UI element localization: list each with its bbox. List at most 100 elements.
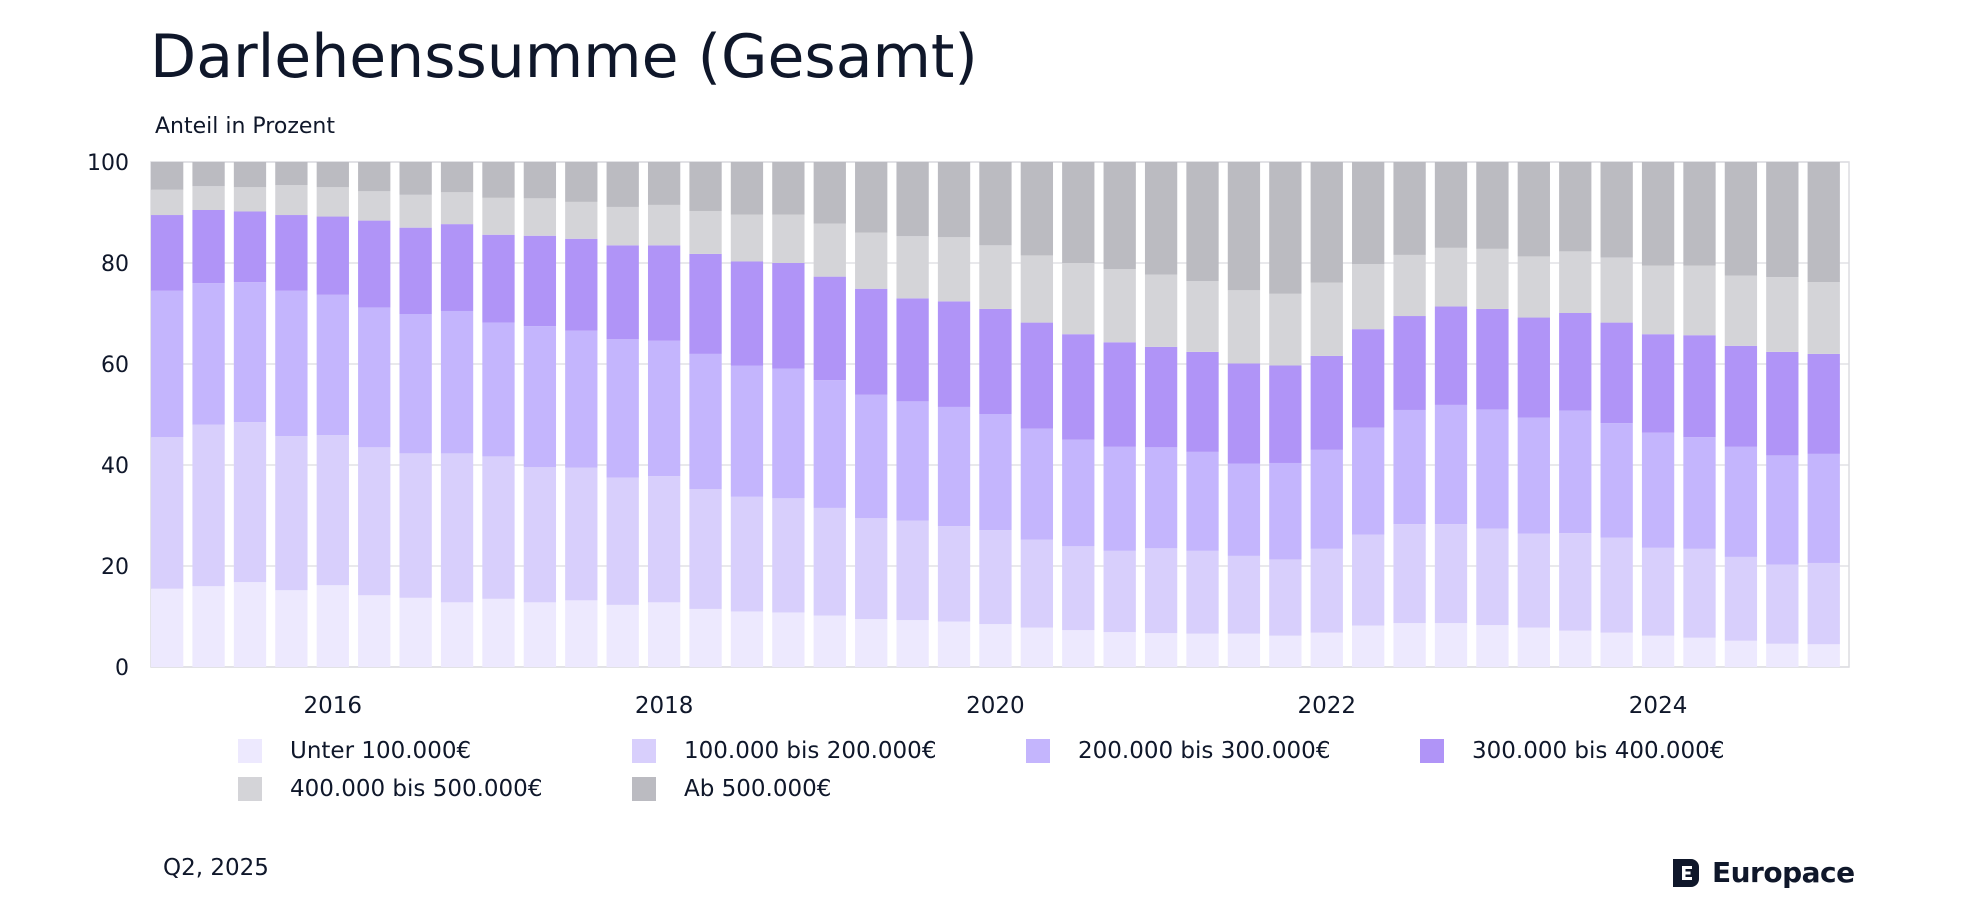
bar-segment-5 xyxy=(1434,247,1468,307)
legend-swatch xyxy=(238,739,262,763)
bar-segment-6 xyxy=(772,162,805,215)
bar-segment-4 xyxy=(1144,346,1178,448)
bar-segment-3 xyxy=(399,314,432,454)
bar-segment-1 xyxy=(813,615,846,667)
bar-segment-2 xyxy=(1724,556,1758,641)
bar-segment-1 xyxy=(937,621,971,667)
bar-segment-5 xyxy=(813,223,846,277)
bar-segment-3 xyxy=(606,339,639,478)
bar-segment-3 xyxy=(647,340,681,477)
bar-segment-1 xyxy=(855,619,888,667)
bar-segment-3 xyxy=(1641,432,1675,548)
x-tick-label: 2018 xyxy=(635,693,694,719)
bar-segment-6 xyxy=(399,162,432,195)
bar-segment-2 xyxy=(979,530,1012,625)
bar-segment-2 xyxy=(1186,550,1219,634)
bar-segment-5 xyxy=(1269,293,1302,366)
x-tick-label: 2022 xyxy=(1297,693,1356,719)
bar-segment-2 xyxy=(1807,562,1840,645)
bar-segment-3 xyxy=(1434,404,1468,525)
bar-segment-2 xyxy=(482,456,515,599)
bar-segment-5 xyxy=(1103,269,1136,343)
bar-segment-5 xyxy=(1683,265,1716,336)
bar-segment-5 xyxy=(1020,255,1054,323)
bar-segment-2 xyxy=(1683,548,1716,638)
bar-segment-2 xyxy=(1227,555,1261,634)
bar-segment-6 xyxy=(1559,162,1592,252)
bar-segment-1 xyxy=(316,585,349,667)
bar-segment-3 xyxy=(937,406,971,527)
bar-segment-2 xyxy=(1434,524,1468,624)
bar-segment-2 xyxy=(1269,559,1302,636)
bar-segment-5 xyxy=(1476,248,1509,309)
bar-segment-2 xyxy=(233,422,267,583)
bar-segment-3 xyxy=(896,401,929,521)
y-tick-labels: 0 20 40 60 80 100 xyxy=(87,151,129,681)
bar-segment-1 xyxy=(440,602,474,667)
bar-segment-6 xyxy=(1103,162,1136,270)
bar-segment-2 xyxy=(399,453,432,598)
bar-segment-5 xyxy=(1600,257,1633,323)
bar-segment-2 xyxy=(1144,548,1178,634)
bar-segment-2 xyxy=(855,518,888,620)
y-tick-label: 100 xyxy=(87,151,129,176)
bar-segment-1 xyxy=(896,620,929,667)
x-tick-label: 2016 xyxy=(304,693,363,719)
bar-segment-2 xyxy=(1062,546,1095,631)
bar-segment-6 xyxy=(855,162,888,233)
bar-segment-3 xyxy=(151,290,184,438)
bar-segment-3 xyxy=(275,290,308,437)
bar-segment-3 xyxy=(1766,455,1799,565)
bar-segment-5 xyxy=(151,189,184,216)
bar-segment-1 xyxy=(772,612,805,667)
x-tick-labels: 2016 2018 2020 2022 2024 xyxy=(304,693,1688,719)
bar-segment-1 xyxy=(1683,637,1716,667)
bar-segment-3 xyxy=(440,310,474,454)
bar-segment-1 xyxy=(1517,627,1550,667)
bar-segment-3 xyxy=(1807,453,1840,563)
bar-segment-6 xyxy=(1683,162,1716,266)
bar-segment-3 xyxy=(1724,446,1758,557)
bar-segment-6 xyxy=(316,162,349,188)
bar-segment-5 xyxy=(523,198,557,236)
bar-segment-5 xyxy=(606,206,639,246)
bar-segment-6 xyxy=(1062,162,1095,263)
bar-segment-2 xyxy=(1310,548,1343,633)
legend-label: 100.000 bis 200.000€ xyxy=(684,738,937,764)
bar-segment-3 xyxy=(1517,417,1550,534)
bar-segment-5 xyxy=(233,187,267,212)
bar-segment-1 xyxy=(482,598,515,667)
bar-segment-4 xyxy=(1517,317,1550,418)
bar-segment-6 xyxy=(1724,162,1758,276)
x-tick-label: 2024 xyxy=(1629,693,1688,719)
bar-segment-2 xyxy=(565,467,598,601)
bar-segment-6 xyxy=(1476,162,1509,249)
bar-segment-3 xyxy=(1062,439,1095,547)
bar-segment-4 xyxy=(399,227,432,314)
legend-item: Unter 100.000€ xyxy=(238,738,632,764)
bar-segment-5 xyxy=(1227,290,1261,364)
bar-segment-1 xyxy=(1476,625,1509,667)
bar-segment-3 xyxy=(772,368,805,499)
bar-segment-3 xyxy=(523,326,557,468)
bar-segment-2 xyxy=(440,453,474,603)
bar-segment-1 xyxy=(151,588,184,667)
bar-segment-6 xyxy=(275,162,308,186)
bar-segment-4 xyxy=(1683,335,1716,438)
bar-segment-1 xyxy=(358,595,391,667)
bar-segment-3 xyxy=(1144,447,1178,549)
bar-segment-2 xyxy=(1517,533,1550,628)
bar-segment-6 xyxy=(606,162,639,207)
y-tick-label: 40 xyxy=(101,454,129,479)
bar-segment-5 xyxy=(192,186,225,210)
bar-segment-4 xyxy=(813,276,846,381)
bar-segment-4 xyxy=(730,261,764,366)
bar-segment-5 xyxy=(1062,263,1095,335)
bar-segment-5 xyxy=(1641,265,1675,335)
legend-swatch xyxy=(632,739,656,763)
legend-item: 400.000 bis 500.000€ xyxy=(238,776,632,802)
bar-segment-5 xyxy=(1393,254,1426,317)
bar-segment-3 xyxy=(358,307,391,448)
bar-segment-6 xyxy=(1269,162,1302,294)
y-axis-label: Anteil in Prozent xyxy=(155,114,335,139)
